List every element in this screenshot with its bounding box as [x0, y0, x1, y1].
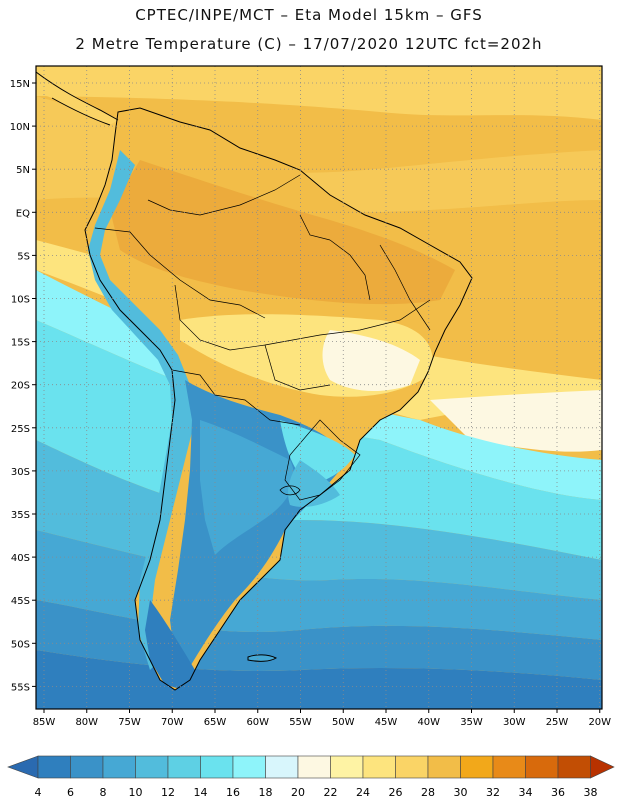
colorbar-tick-label: 28	[421, 786, 435, 799]
colorbar-tick-label: 24	[356, 786, 370, 799]
colorbar-tick-label: 32	[486, 786, 500, 799]
colorbar-segment	[427, 755, 461, 779]
lon-label: 75W	[118, 717, 141, 728]
lon-label: 45W	[375, 717, 398, 728]
lon-label: 35W	[460, 717, 483, 728]
colorbar-segment	[525, 755, 559, 779]
colorbar-segment	[265, 755, 299, 779]
lon-label: 20W	[588, 717, 611, 728]
colorbar-tick-label: 26	[389, 786, 403, 799]
colorbar-segment	[232, 755, 266, 779]
map-subtitle: 2 Metre Temperature (C) – 17/07/2020 12U…	[75, 35, 543, 53]
lon-label: 55W	[289, 717, 312, 728]
lon-label: 40W	[417, 717, 440, 728]
colorbar-tick-label: 4	[35, 786, 42, 799]
colorbar-low-arrow	[7, 755, 39, 779]
map-field	[36, 66, 602, 709]
colorbar: 4 6 8 10 12 14 16 18 20 22 24 26 28 30 32 34 36 38	[7, 755, 615, 799]
map-title: CPTEC/INPE/MCT – Eta Model 15km – GFS	[135, 6, 483, 24]
colorbar-segment	[557, 755, 591, 779]
colorbar-segment	[135, 755, 169, 779]
colorbar-tick-label: 38	[584, 786, 598, 799]
lat-label: 25S	[11, 424, 30, 435]
lat-label: 10N	[10, 122, 30, 133]
colorbar-segment	[330, 755, 364, 779]
lon-label: 80W	[75, 717, 98, 728]
lon-label: 65W	[204, 717, 227, 728]
colorbar-tick-label: 6	[67, 786, 74, 799]
lon-label: 30W	[503, 717, 526, 728]
lat-label: 40S	[11, 553, 30, 564]
colorbar-segment	[492, 755, 526, 779]
colorbar-segment	[200, 755, 234, 779]
lat-label: 50S	[11, 639, 30, 650]
lat-label: 30S	[11, 467, 30, 478]
lon-label: 85W	[33, 717, 56, 728]
lat-label: EQ	[16, 208, 30, 219]
lat-label: 35S	[11, 510, 30, 521]
lat-label: 20S	[11, 381, 30, 392]
colorbar-tick-label: 34	[519, 786, 533, 799]
longitude-axis: 85W 80W 75W 70W 65W 60W 55W 50W 45W 40W 35W 30W 25W 2…	[33, 709, 611, 728]
colorbar-segment	[297, 755, 331, 779]
lat-label: 45S	[11, 596, 30, 607]
colorbar-segment	[362, 755, 396, 779]
lon-label: 50W	[332, 717, 355, 728]
lon-label: 70W	[161, 717, 184, 728]
colorbar-tick-label: 30	[454, 786, 468, 799]
colorbar-tick-label: 16	[226, 786, 240, 799]
colorbar-segment	[37, 755, 71, 779]
colorbar-segment	[395, 755, 429, 779]
colorbar-tick-label: 22	[324, 786, 338, 799]
lat-label: 5N	[16, 165, 30, 176]
lat-label: 5S	[17, 251, 30, 262]
colorbar-tick-label: 18	[259, 786, 273, 799]
lat-label: 15N	[10, 79, 30, 90]
colorbar-tick-label: 8	[100, 786, 107, 799]
lat-label: 10S	[11, 295, 30, 306]
colorbar-tick-label: 14	[194, 786, 208, 799]
colorbar-high-arrow	[590, 755, 615, 779]
colorbar-segment	[70, 755, 104, 779]
colorbar-tick-label: 12	[161, 786, 175, 799]
colorbar-segment	[167, 755, 201, 779]
lon-label: 25W	[546, 717, 569, 728]
lat-label: 55S	[11, 682, 30, 693]
map-frame	[35, 65, 603, 710]
colorbar-tick-label: 10	[129, 786, 143, 799]
colorbar-tick-label: 20	[291, 786, 305, 799]
colorbar-segment	[460, 755, 494, 779]
colorbar-tick-label: 36	[551, 786, 565, 799]
lat-label: 15S	[11, 338, 30, 349]
colorbar-segment	[102, 755, 136, 779]
latitude-axis: 15N 10N 5N EQ 5S 10S 15S 20S 25S 30S 35S 40S 45S 50S 5…	[10, 79, 36, 693]
lon-label: 60W	[246, 717, 269, 728]
